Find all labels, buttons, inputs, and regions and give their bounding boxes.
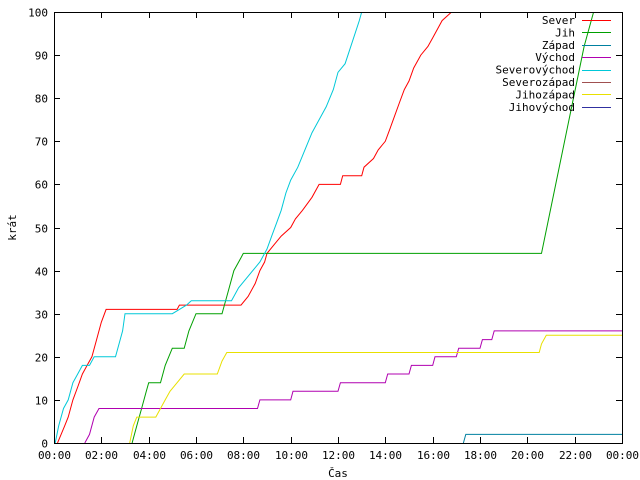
y-tick-label: 20 [35,352,48,365]
legend-label: Severozápad [502,76,575,89]
legend: SeverJihZápadVýchodSeverovýchodSeverozáp… [496,14,611,114]
legend-label: Jihovýchod [509,101,575,114]
x-tick-label: 00:00 [38,449,71,462]
x-tick-label: 10:00 [275,449,308,462]
x-tick-label: 08:00 [227,449,260,462]
x-tick-label: 00:00 [606,449,639,462]
legend-label: Jihozápad [515,88,575,101]
y-axis-label: krát [6,214,19,241]
legend-label: Západ [542,39,575,52]
axes-layer: 0 10 20 30 40 50 60 70 80 90 100 00:00 02:00 04:00 06:… [28,7,639,463]
y-tick-label: 50 [35,223,48,236]
y-tick-label: 90 [35,50,48,63]
y-tick-label: 30 [35,309,48,322]
x-tick-label: 16:00 [417,449,450,462]
y-tick-label: 60 [35,179,48,192]
y-tick-label: 40 [35,266,48,279]
x-tick-label: 12:00 [322,449,355,462]
x-tick-label: 14:00 [369,449,402,462]
series-line-jihozápad [129,334,622,443]
x-tick-label: 20:00 [511,449,544,462]
series-line-sever [57,12,452,443]
x-tick-label: 22:00 [559,449,592,462]
x-tick-label: 02:00 [85,449,118,462]
series-line-východ [84,330,622,443]
legend-label: Severovýchod [496,64,575,77]
y-tick-label: 70 [35,136,48,149]
y-tick-label: 100 [28,7,48,20]
series-line-jih [131,12,595,443]
y-tick-label: 80 [35,93,48,106]
x-tick-label: 04:00 [133,449,166,462]
x-tick-label: 18:00 [464,449,497,462]
legend-label: Východ [535,51,575,64]
series-layer [54,12,622,443]
series-line-severovýchod [54,12,363,443]
y-tick-label: 10 [35,395,48,408]
x-axis-label: Čas [328,467,348,480]
legend-label: Jih [555,26,575,39]
y-tick-label: 0 [41,438,48,451]
x-tick-label: 06:00 [180,449,213,462]
series-line-západ [462,433,622,443]
legend-label: Sever [542,14,575,27]
